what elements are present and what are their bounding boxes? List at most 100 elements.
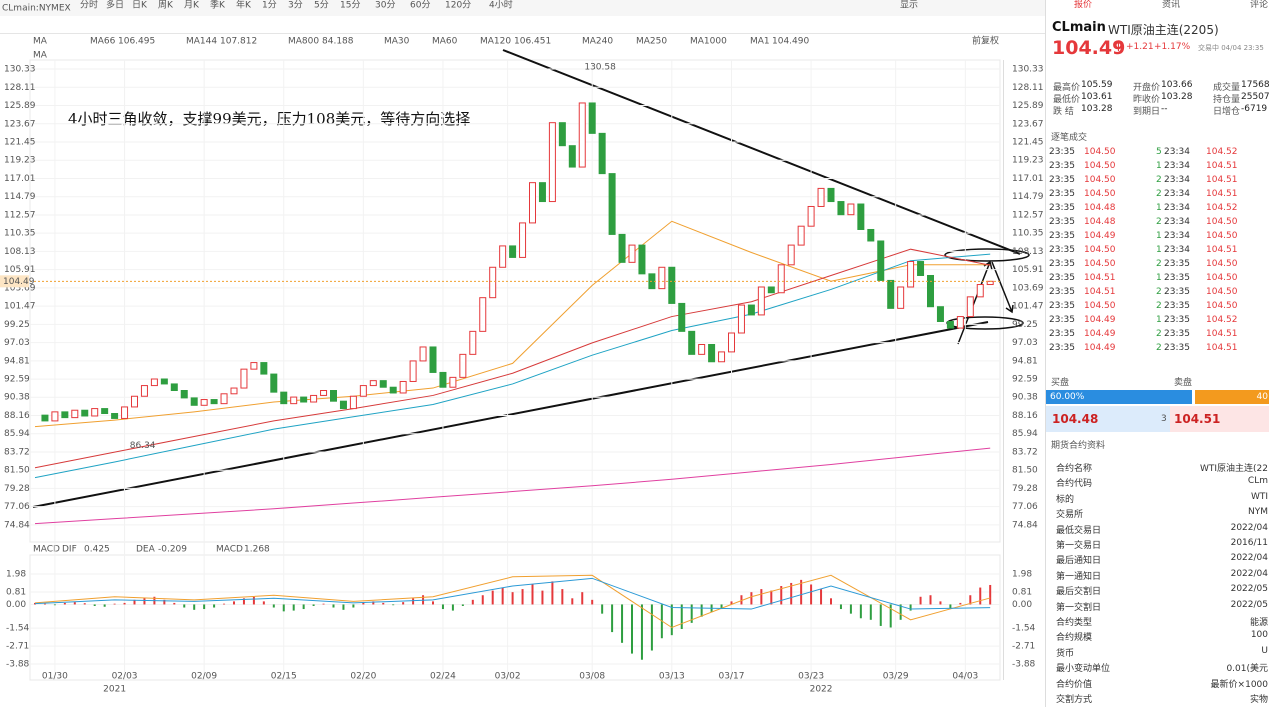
- y-tick-label: 114.79: [1012, 192, 1044, 202]
- interval-tab[interactable]: 120分: [445, 0, 471, 11]
- macd-bar: [770, 590, 773, 605]
- trade-cell: 1: [1156, 245, 1162, 255]
- macd-bar: [760, 589, 763, 605]
- info-label: 交易所: [1056, 510, 1084, 521]
- info-label: 最后交割日: [1056, 587, 1102, 598]
- plot-frame: [29, 59, 1001, 543]
- stat-value: -6719: [1241, 104, 1268, 114]
- macd-bar: [481, 595, 484, 605]
- macd-bar: [223, 603, 226, 605]
- y-tick-label: 81.50: [4, 466, 30, 476]
- y-tick-label: 88.16: [1012, 411, 1038, 421]
- trade-cell: 23:35: [1049, 161, 1075, 171]
- tab[interactable]: 报价: [1074, 0, 1093, 10]
- tab[interactable]: 评论: [1250, 0, 1269, 10]
- ma-legend-name: MA30: [384, 37, 410, 47]
- candle: [210, 399, 218, 405]
- macd-bar: [372, 601, 375, 605]
- y-tick-label: 94.81: [1012, 356, 1038, 366]
- trade-cell: 23:34: [1164, 203, 1190, 213]
- trade-cell: 104.50: [1206, 287, 1238, 297]
- macd-bar: [571, 598, 574, 605]
- trade-cell: 23:35: [1049, 287, 1075, 297]
- macd-bar: [432, 601, 434, 605]
- candle: [927, 274, 934, 308]
- trade-cell: 23:35: [1164, 343, 1190, 353]
- ma-legend-name: MA144: [186, 37, 217, 47]
- info-value: 2022/04: [1230, 553, 1268, 564]
- macd-bar: [302, 604, 305, 610]
- trade-cell: 2: [1156, 259, 1162, 269]
- stat-label: 日增仓: [1213, 107, 1241, 117]
- candle: [608, 173, 616, 235]
- display-toggle[interactable]: 显示: [900, 0, 918, 11]
- interval-tab[interactable]: 年K: [236, 0, 252, 11]
- interval-tab[interactable]: 多日: [106, 0, 124, 11]
- interval-tab[interactable]: 分时: [80, 0, 98, 11]
- x-tick-label: 01/30: [42, 672, 68, 682]
- ma-line: [34, 248, 991, 469]
- interval-tab[interactable]: 周K: [158, 0, 174, 11]
- macd-bar: [53, 604, 56, 606]
- trade-cell: 104.48: [1084, 203, 1116, 213]
- candle: [499, 245, 507, 268]
- macd-bar: [213, 604, 216, 608]
- interval-tab[interactable]: 1分: [262, 0, 277, 11]
- candle: [41, 414, 49, 422]
- stat-value: 25507: [1241, 92, 1269, 102]
- tab[interactable]: 资讯: [1162, 0, 1181, 10]
- candle: [867, 228, 875, 242]
- trade-cell: 104.49: [1084, 329, 1116, 339]
- info-label: 合约规模: [1056, 633, 1093, 644]
- interval-tab[interactable]: 4小时: [489, 0, 513, 11]
- y-tick-label: 88.16: [4, 411, 30, 421]
- macd-bar: [750, 592, 753, 605]
- y-tick-label: 121.45: [1012, 137, 1044, 147]
- macd-bar: [441, 604, 444, 610]
- interval-tab[interactable]: 季K: [210, 0, 226, 11]
- interval-tab[interactable]: 15分: [340, 0, 360, 11]
- y-tick-label: 130.33: [1012, 65, 1044, 75]
- annotation: 4小时三角收敛，支撑99美元，压力108美元，等待方向选择: [68, 110, 470, 128]
- interval-tab[interactable]: 月K: [184, 0, 200, 11]
- trade-cell: 23:35: [1049, 273, 1075, 283]
- trade-cell: 1: [1156, 203, 1162, 213]
- macd-bar: [292, 604, 295, 611]
- candle: [389, 386, 397, 394]
- macd-bar: [73, 602, 76, 605]
- interval-tab[interactable]: 30分: [375, 0, 395, 11]
- bid-bar: 60.00%: [1046, 390, 1192, 404]
- macd-legend-value: 0.425: [84, 545, 110, 555]
- trade-cell: 23:35: [1049, 259, 1075, 269]
- trade-cell: 104.50: [1206, 259, 1238, 269]
- candle: [817, 187, 825, 207]
- candle: [728, 332, 735, 353]
- macd-bar: [541, 590, 544, 605]
- stat-value: 103.66: [1161, 80, 1193, 90]
- candle: [469, 330, 477, 355]
- trade-cell: 2: [1156, 189, 1162, 199]
- candle: [857, 203, 865, 230]
- info-label: 合约代码: [1056, 479, 1093, 490]
- candle: [260, 362, 268, 375]
- macd-bar: [800, 579, 803, 605]
- macd-bar: [193, 604, 196, 610]
- trade-cell: 23:35: [1049, 175, 1075, 185]
- interval-tab[interactable]: 3分: [288, 0, 303, 11]
- ma-legend-name: MA1000: [690, 37, 727, 47]
- macd-bar: [839, 604, 842, 610]
- adjust-toggle[interactable]: 前复权: [972, 35, 999, 47]
- symbol[interactable]: CLmain:NYMEX: [2, 4, 71, 14]
- y-tick-label: 117.01: [4, 174, 36, 184]
- stat-label: 成交量: [1213, 83, 1241, 93]
- macd-bar: [451, 604, 454, 611]
- macd-bar: [233, 601, 235, 605]
- candle: [270, 373, 278, 393]
- interval-tab[interactable]: 日K: [132, 0, 148, 11]
- interval-tab[interactable]: 60分: [410, 0, 430, 11]
- macd-bar: [173, 602, 176, 605]
- support-trendline: [32, 321, 989, 508]
- info-label: 最小变动单位: [1056, 664, 1111, 675]
- interval-tab[interactable]: 5分: [314, 0, 329, 11]
